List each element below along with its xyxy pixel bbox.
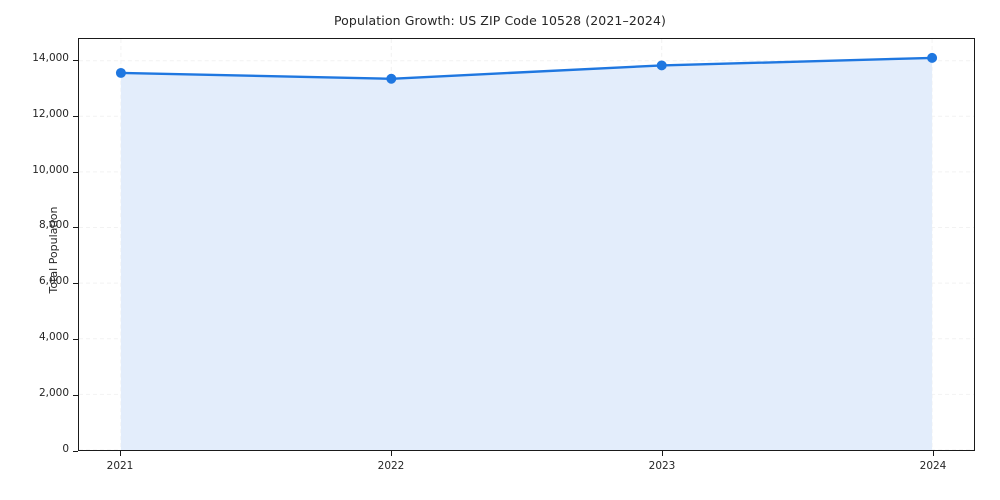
y-tick-mark — [73, 227, 78, 229]
x-tick-mark — [120, 451, 121, 456]
y-tick-mark — [73, 171, 78, 173]
y-tick-label: 14,000 — [32, 51, 69, 64]
series-area-fill — [120, 57, 933, 450]
data-point-marker[interactable] — [927, 52, 938, 63]
x-tick-mark — [662, 451, 663, 456]
y-tick-mark — [73, 339, 78, 341]
x-tick-label: 2024 — [919, 460, 947, 472]
x-tick-mark — [933, 451, 934, 456]
y-tick-mark — [73, 451, 78, 452]
series-line — [119, 56, 934, 80]
data-point-marker[interactable] — [386, 73, 397, 84]
y-tick-mark — [73, 115, 78, 117]
y-tick-label: 12,000 — [32, 107, 69, 120]
y-tick-label: 6,000 — [38, 275, 69, 288]
x-tick-label: 2021 — [106, 460, 134, 472]
x-axis-ticks: 2021 2022 2023 2024 — [78, 451, 975, 491]
y-tick-label: 8,000 — [38, 219, 69, 232]
y-tick-label: 2,000 — [38, 387, 69, 400]
chart-title: Population Growth: US ZIP Code 10528 (20… — [333, 13, 667, 28]
data-series-layer — [115, 52, 938, 450]
y-tick-mark — [73, 395, 78, 397]
data-point-marker[interactable] — [115, 67, 126, 78]
y-tick-label: 0 — [62, 443, 69, 455]
x-tick-label: 2023 — [648, 460, 676, 472]
y-tick-mark — [73, 59, 78, 61]
x-tick-mark — [391, 451, 392, 456]
data-point-marker[interactable] — [656, 60, 667, 71]
plot-area — [78, 38, 975, 451]
y-axis-ticks: 0 2,000 4,000 6,000 8,000 10,000 12,000 14,000 — [0, 38, 78, 455]
y-tick-label: 4,000 — [38, 331, 69, 344]
y-tick-mark — [73, 283, 78, 285]
y-tick-label: 10,000 — [32, 163, 69, 176]
x-tick-label: 2022 — [377, 460, 405, 472]
